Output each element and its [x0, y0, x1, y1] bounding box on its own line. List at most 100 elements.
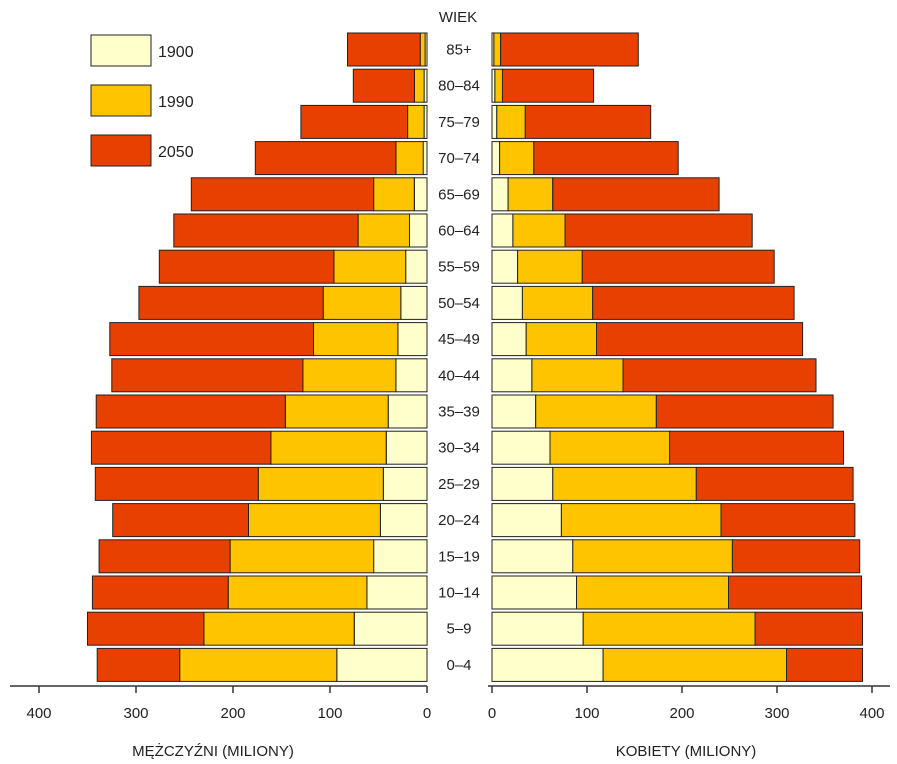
right-bar-1900-17: [491, 647, 604, 682]
left-bar-1900-10: [387, 394, 428, 429]
right-bar-1900-5: [491, 213, 514, 248]
right-bar-1990-12: [552, 466, 697, 501]
left-bar-2050-2: [300, 104, 409, 139]
age-axis-title: WIEK: [439, 9, 477, 26]
right-bar-1990-10: [535, 394, 657, 429]
right-bar-2050-14: [731, 539, 861, 574]
age-label-1: 80–84: [438, 78, 480, 95]
tick-layer: 400 300 200 100 0 0 100 200 300 400: [26, 686, 885, 722]
right-bar-1990-8: [525, 322, 598, 357]
left-tick-label-2: 200: [220, 705, 245, 722]
right-bar-1990-2: [496, 104, 526, 139]
left-bar-2050-5: [173, 213, 359, 248]
right-tick-label-2: 200: [669, 705, 694, 722]
age-label-8: 45–49: [438, 331, 480, 348]
right-bar-1990-17: [602, 647, 787, 682]
age-label-0: 85+: [446, 42, 472, 59]
right-bar-2050-10: [655, 394, 834, 429]
left-bar-2050-11: [90, 430, 272, 465]
age-label-15: 10–14: [438, 585, 480, 602]
left-tick-label-0: 400: [26, 705, 51, 722]
left-bar-2050-15: [91, 575, 229, 610]
left-bar-1990-6: [333, 249, 407, 284]
legend-swatch-1990: [90, 84, 152, 117]
left-bar-1990-16: [203, 611, 355, 646]
right-bar-1990-9: [531, 358, 624, 393]
right-tick-label-4: 400: [859, 705, 884, 722]
age-label-7: 50–54: [438, 295, 480, 312]
left-bar-1990-0: [419, 32, 426, 67]
right-bar-1990-13: [560, 503, 722, 538]
left-bar-1900-11: [385, 430, 428, 465]
left-bar-2050-3: [254, 141, 397, 176]
age-label-6: 55–59: [438, 259, 480, 276]
left-bar-1990-2: [407, 104, 425, 139]
left-bar-1900-16: [353, 611, 428, 646]
left-bar-2050-0: [347, 32, 421, 67]
age-labels: 85+ 80–84 75–79 70–74 65–69 60–64 55–59 50–54 45…: [438, 42, 480, 674]
left-bar-1900-14: [373, 539, 428, 574]
right-bar-2050-5: [564, 213, 753, 248]
left-bar-1900-4: [413, 177, 428, 212]
left-bar-1900-5: [409, 213, 428, 248]
left-bar-1990-9: [302, 358, 397, 393]
bars-layer: [87, 32, 863, 682]
left-bar-2050-16: [87, 611, 205, 646]
right-bar-2050-15: [728, 575, 862, 610]
right-bar-1900-3: [491, 141, 501, 176]
right-bar-1990-5: [512, 213, 566, 248]
left-bar-2050-12: [94, 466, 259, 501]
left-bar-2050-4: [190, 177, 375, 212]
left-bar-1900-6: [405, 249, 428, 284]
right-bar-1900-10: [491, 394, 537, 429]
right-bar-1990-0: [493, 32, 502, 67]
left-bar-2050-1: [352, 68, 415, 103]
right-bar-1990-15: [576, 575, 729, 610]
left-bar-1990-17: [179, 647, 338, 682]
legend-label-1900: 1900: [158, 44, 194, 61]
right-bar-2050-1: [501, 68, 595, 103]
legend: 1900 1990 2050: [90, 34, 194, 167]
left-tick-label-4: 0: [423, 705, 431, 722]
right-bar-2050-12: [695, 466, 854, 501]
left-bar-1900-9: [395, 358, 428, 393]
age-label-11: 30–34: [438, 440, 480, 457]
right-axis-title: KOBIETY (MILIONY): [616, 743, 757, 760]
left-bar-1990-7: [322, 285, 402, 320]
right-bar-2050-13: [720, 503, 856, 538]
right-bar-2050-9: [622, 358, 817, 393]
right-bar-2050-4: [552, 177, 720, 212]
left-axis-title: MĘŻCZYŹNI (MILIONY): [132, 742, 294, 760]
left-bar-2050-6: [158, 249, 335, 284]
age-label-5: 60–64: [438, 223, 480, 240]
right-bar-1900-16: [491, 611, 584, 646]
left-bar-1990-5: [357, 213, 411, 248]
left-bar-1990-14: [229, 539, 375, 574]
age-label-10: 35–39: [438, 404, 480, 421]
right-bar-2050-3: [533, 141, 679, 176]
left-bar-2050-9: [111, 358, 304, 393]
right-bar-1900-15: [491, 575, 577, 610]
legend-swatch-2050: [90, 134, 152, 167]
right-tick-label-3: 300: [764, 705, 789, 722]
right-bar-1900-8: [491, 322, 527, 357]
left-bar-1900-15: [366, 575, 428, 610]
left-bar-2050-10: [95, 394, 286, 429]
right-bar-2050-0: [500, 32, 639, 67]
left-bar-1990-13: [248, 503, 381, 538]
right-bar-1990-16: [582, 611, 756, 646]
age-label-4: 65–69: [438, 186, 480, 203]
legend-swatch-1900: [90, 34, 152, 67]
age-label-13: 20–24: [438, 512, 480, 529]
right-bar-1990-11: [549, 430, 671, 465]
age-label-9: 40–44: [438, 367, 480, 384]
left-bar-1990-10: [284, 394, 389, 429]
right-bar-1990-6: [517, 249, 583, 284]
right-tick-label-0: 0: [488, 705, 496, 722]
right-bar-1990-1: [494, 68, 503, 103]
right-bar-1900-9: [491, 358, 533, 393]
right-bar-1900-14: [491, 539, 574, 574]
left-bar-1900-7: [400, 285, 428, 320]
right-bar-1900-7: [491, 285, 523, 320]
